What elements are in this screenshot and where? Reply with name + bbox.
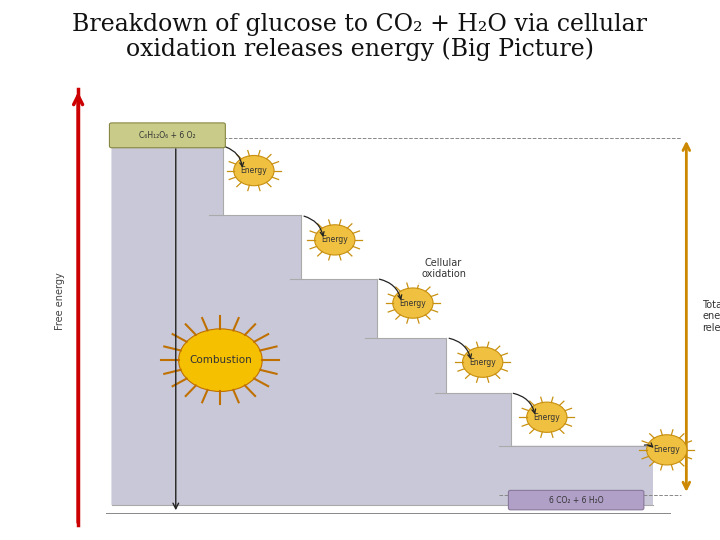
Circle shape: [393, 288, 433, 318]
Circle shape: [179, 329, 262, 392]
Text: C₆H₁₂O₆ + 6 O₂: C₆H₁₂O₆ + 6 O₂: [139, 131, 196, 140]
Text: Energy: Energy: [240, 166, 267, 175]
Text: Cellular
oxidation: Cellular oxidation: [421, 258, 466, 279]
Text: Energy: Energy: [534, 413, 560, 422]
Circle shape: [647, 435, 687, 465]
Text: Breakdown of glucose to CO₂ + H₂O via cellular: Breakdown of glucose to CO₂ + H₂O via ce…: [73, 14, 647, 37]
Text: Free energy: Free energy: [55, 272, 65, 330]
Polygon shape: [112, 146, 653, 505]
Text: Total
energy
released: Total energy released: [702, 300, 720, 333]
Circle shape: [527, 402, 567, 433]
Circle shape: [315, 225, 355, 255]
Text: 6 CO₂ + 6 H₂O: 6 CO₂ + 6 H₂O: [549, 496, 603, 504]
Circle shape: [462, 347, 503, 377]
Text: Combustion: Combustion: [189, 355, 252, 365]
Text: Energy: Energy: [654, 446, 680, 454]
FancyBboxPatch shape: [508, 490, 644, 510]
FancyBboxPatch shape: [109, 123, 225, 148]
Text: oxidation releases energy (Big Picture): oxidation releases energy (Big Picture): [126, 38, 594, 62]
Text: Energy: Energy: [400, 299, 426, 308]
Circle shape: [234, 156, 274, 186]
Polygon shape: [112, 146, 653, 505]
Text: Energy: Energy: [469, 357, 496, 367]
Text: Energy: Energy: [321, 235, 348, 245]
